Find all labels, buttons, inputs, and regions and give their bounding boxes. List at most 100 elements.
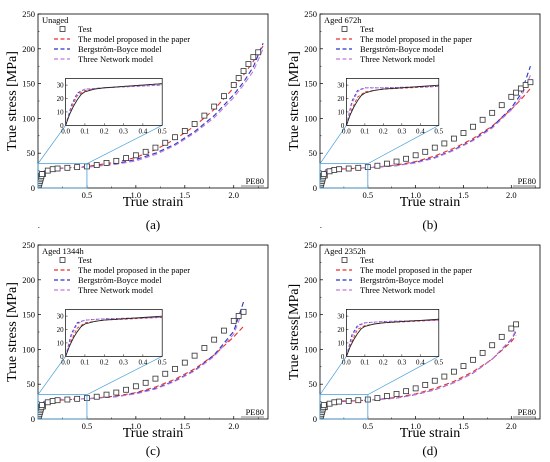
inset-x-tick-label: 0.0 — [342, 358, 351, 366]
inset-x-tick-label: 0.1 — [81, 127, 90, 135]
x-tick-label: 0.5 — [363, 421, 374, 431]
y-tick-label: 100 — [22, 113, 35, 123]
test-point — [235, 313, 242, 319]
test-point — [172, 365, 178, 372]
inset-frame — [65, 78, 163, 126]
y-tick-label: 250 — [22, 240, 35, 250]
test-point — [44, 167, 51, 174]
inset-frame — [346, 78, 440, 126]
x-tick-label: 0.5 — [82, 421, 93, 431]
inset-x-tick-label: 0.0 — [342, 127, 351, 135]
y-tick-label: 250 — [304, 240, 317, 250]
inset-area — [65, 315, 163, 357]
y-axis-label: True stress [MPa] — [5, 51, 20, 151]
test-point — [489, 109, 496, 116]
inset-x-tick-label: 0.1 — [361, 127, 370, 135]
legend-label: Test — [78, 255, 93, 265]
zoom-connector — [86, 125, 163, 164]
inset-x-tick-label: 0.4 — [416, 358, 425, 366]
plot-area — [320, 66, 534, 188]
legend-label: Bergström-Boyce model — [360, 44, 444, 54]
inset-y-tick-label: 30 — [337, 313, 345, 321]
y-tick-label: 200 — [304, 275, 317, 285]
test-point — [470, 123, 476, 130]
test-point — [441, 140, 448, 147]
inset-x-tick-label: 0.2 — [379, 127, 388, 135]
test-point — [172, 134, 178, 141]
legend-label: The model proposed in the paper — [360, 34, 472, 44]
inset-x-tick-label: 0.5 — [158, 358, 167, 366]
y-tick-label: 150 — [304, 79, 317, 89]
test-point — [326, 168, 333, 175]
test-point — [412, 385, 419, 392]
x-axis-label: True strain — [400, 195, 461, 210]
y-tick-label: 0 — [31, 183, 35, 193]
y-tick-label: 200 — [22, 44, 35, 54]
test-point — [240, 308, 247, 315]
test-point — [255, 49, 262, 56]
inset-y-tick-label: 10 — [337, 108, 345, 116]
inset-x-tick-label: 0.4 — [139, 127, 148, 135]
inset-area — [346, 318, 439, 357]
y-tick-label: 0 — [313, 183, 317, 193]
zoom-region — [37, 163, 88, 189]
test-point — [441, 373, 448, 380]
test-point — [393, 391, 400, 397]
inset-y-tick-label: 20 — [57, 326, 65, 334]
inset-series-line-3 — [346, 85, 439, 126]
y-tick-label: 200 — [22, 275, 35, 285]
legend-marker — [59, 26, 66, 32]
test-point — [240, 68, 247, 74]
material-label: PE80 — [518, 407, 536, 417]
test-point — [181, 128, 188, 134]
inset-y-tick-label: 20 — [337, 326, 345, 334]
test-point — [113, 389, 120, 396]
inset-x-tick-label: 0.5 — [158, 127, 167, 135]
inset-series-line-2 — [346, 319, 439, 357]
zoom-connector — [367, 356, 439, 395]
test-point — [374, 395, 381, 402]
inset-y-tick-label: 0 — [60, 122, 64, 130]
legend-label: Three Network model — [78, 285, 154, 295]
test-point — [64, 396, 71, 403]
x-tick-label: 1.0 — [410, 190, 421, 200]
test-point — [431, 144, 438, 151]
inset-test-line — [346, 318, 439, 357]
test-point — [331, 167, 338, 173]
test-point — [103, 391, 110, 398]
test-point — [49, 166, 56, 173]
test-point — [191, 121, 198, 127]
x-tick-label: 0.5 — [82, 190, 93, 200]
zoom-connector — [319, 356, 347, 395]
x-tick-label: 1.5 — [179, 190, 190, 200]
test-point — [162, 370, 169, 377]
test-point — [320, 171, 327, 177]
test-point — [331, 399, 338, 406]
inset-y-tick-label: 20 — [57, 95, 65, 103]
test-point — [508, 93, 515, 100]
test-point — [489, 342, 496, 349]
inset-x-tick-label: 0.2 — [379, 358, 388, 366]
test-point — [230, 317, 237, 324]
x-tick-label: 0.5 — [363, 190, 374, 200]
legend-label: Three Network model — [360, 285, 436, 295]
test-point — [384, 160, 390, 167]
y-tick-label: 50 — [27, 379, 36, 389]
y-tick-label: 50 — [309, 148, 318, 158]
inset-x-tick-label: 0.2 — [100, 358, 109, 366]
y-tick-label: 150 — [304, 310, 317, 320]
condition-label: Aged 1344h — [42, 246, 85, 256]
inset-x-tick-label: 0.3 — [397, 358, 406, 366]
zoom-connector — [367, 125, 439, 164]
legend-label: Bergström-Boyce model — [78, 275, 162, 285]
test-point — [517, 85, 524, 92]
test-point — [522, 82, 529, 88]
condition-label: Aged 2352h — [324, 246, 367, 256]
test-point — [230, 82, 237, 88]
inset-x-tick-label: 0.0 — [61, 127, 70, 135]
test-point — [498, 102, 505, 109]
test-point — [123, 155, 129, 161]
